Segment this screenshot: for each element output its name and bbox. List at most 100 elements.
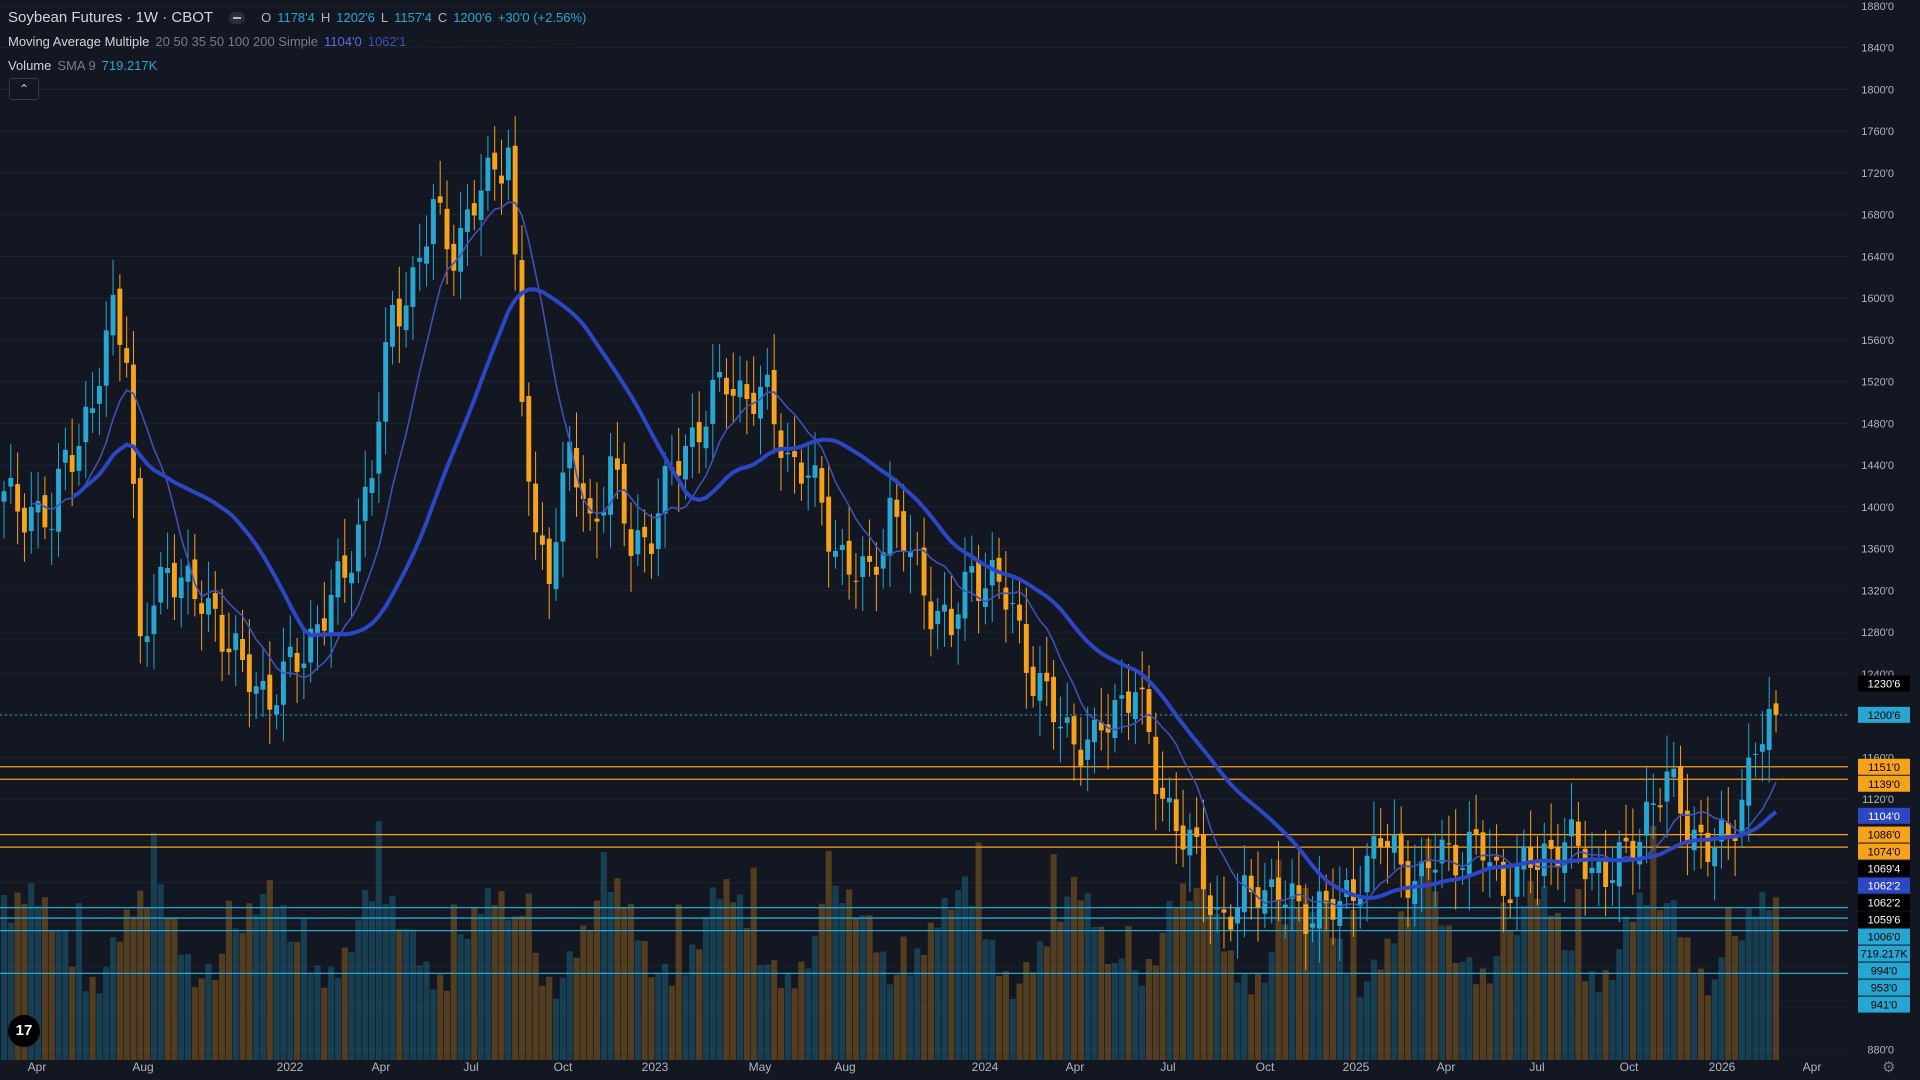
candle-body [1003, 587, 1009, 610]
candle-body [1344, 880, 1350, 897]
candle-body [1071, 716, 1077, 745]
candle-body [703, 426, 709, 449]
volume-bar [1486, 983, 1493, 1060]
candle-body [839, 544, 845, 550]
candle-body [744, 384, 750, 400]
candle-body [1364, 855, 1370, 893]
candle-body [1371, 836, 1377, 859]
candle-body [321, 618, 327, 631]
candle-body [171, 562, 177, 598]
candle-body [505, 147, 511, 181]
volume-bar [1016, 983, 1023, 1060]
x-tick-label: 2026 [1709, 1060, 1736, 1074]
ma-title[interactable]: Moving Average Multiple [8, 34, 150, 49]
candle-body [1480, 832, 1486, 861]
candle-body [485, 157, 491, 191]
volume-bar [1622, 916, 1630, 1060]
volume-bar [600, 852, 607, 1060]
volume-bar [1432, 891, 1439, 1060]
eye-icon[interactable] [229, 12, 246, 24]
volume-bar [1588, 971, 1596, 1060]
candle-body [1119, 695, 1125, 699]
candle-body [1684, 810, 1690, 845]
candle-body [1057, 726, 1063, 729]
x-tick-label: Oct [1620, 1060, 1639, 1074]
volume-title[interactable]: Volume [8, 58, 52, 73]
volume-bar [48, 930, 55, 1060]
candle-body [342, 555, 348, 578]
candle-body [921, 547, 927, 596]
volume-bar [893, 974, 900, 1060]
candle-body [308, 628, 314, 663]
candle-body [1405, 861, 1411, 898]
y-tick-label: 1560'0 [1861, 335, 1894, 347]
volume-bar [82, 991, 89, 1060]
candle-body [758, 386, 763, 419]
candle-body [444, 208, 450, 250]
high-value: 1202'6 [336, 10, 375, 25]
candle-body [1548, 840, 1554, 849]
volume-bar [648, 977, 655, 1060]
gear-icon[interactable]: ⚙ [1882, 1059, 1896, 1076]
volume-bar [886, 984, 894, 1060]
ma-fast-line [31, 201, 1777, 908]
volume-bar [1323, 901, 1330, 1060]
volume-bar [1241, 973, 1248, 1060]
candle-body [206, 598, 211, 615]
volume-bar [1391, 943, 1398, 1060]
candle-body [1753, 753, 1759, 755]
volume-bar [1166, 900, 1173, 1060]
volume-bar [566, 951, 573, 1060]
volume-bar [1398, 911, 1405, 1060]
volume-bar [1459, 961, 1466, 1060]
candle-body [1064, 717, 1070, 723]
volume-bar [443, 990, 451, 1060]
volume-bar [512, 916, 519, 1060]
price-marker [1858, 996, 1910, 1013]
volume-bar [1152, 965, 1159, 1060]
candle-body [1282, 904, 1288, 907]
candle-body [894, 499, 900, 517]
price-marker-label: 1151'0 [1868, 762, 1900, 774]
candle-body [635, 530, 641, 555]
volume-bars [0, 821, 1780, 1060]
candle-body [880, 552, 886, 569]
chevron-up-icon[interactable]: ⌃ [9, 78, 39, 100]
volume-bar [525, 893, 532, 1060]
candle-body [396, 298, 402, 327]
candle-body [1616, 842, 1622, 887]
candle-body [83, 406, 89, 443]
volume-bar [907, 975, 914, 1060]
volume-bar [21, 903, 28, 1060]
candle-body [117, 288, 123, 345]
price-marker-label: 1074'0 [1868, 847, 1901, 859]
volume-bar [580, 925, 587, 1060]
price-marker [1858, 758, 1910, 775]
candle-body [819, 468, 825, 503]
volume-bar [423, 961, 430, 1060]
candle-body [383, 342, 389, 422]
volume-bar [716, 898, 723, 1060]
horizontal-levels [0, 714, 1848, 975]
candle-body [621, 463, 627, 524]
candle-body [1044, 672, 1050, 682]
candle-body [1241, 875, 1247, 913]
candle-body [1132, 692, 1138, 720]
candle-body [1712, 847, 1718, 867]
volume-bar [1370, 959, 1377, 1060]
volume-bar [805, 968, 812, 1060]
volume-bar [1445, 925, 1452, 1060]
candle-body [1017, 604, 1022, 621]
x-tick-label: Aug [834, 1060, 855, 1074]
volume-bar [137, 890, 144, 1060]
candle-body [1, 491, 7, 502]
symbol-title[interactable]: Soybean Futures · 1W · CBOT [8, 9, 214, 26]
volume-bar [921, 954, 928, 1060]
volume-bar [784, 972, 791, 1060]
candle-body [826, 496, 832, 552]
candle-body [1173, 799, 1179, 832]
candle-body [628, 529, 634, 556]
candle-body [1180, 825, 1186, 850]
tradingview-logo[interactable]: 17 [8, 1015, 40, 1047]
